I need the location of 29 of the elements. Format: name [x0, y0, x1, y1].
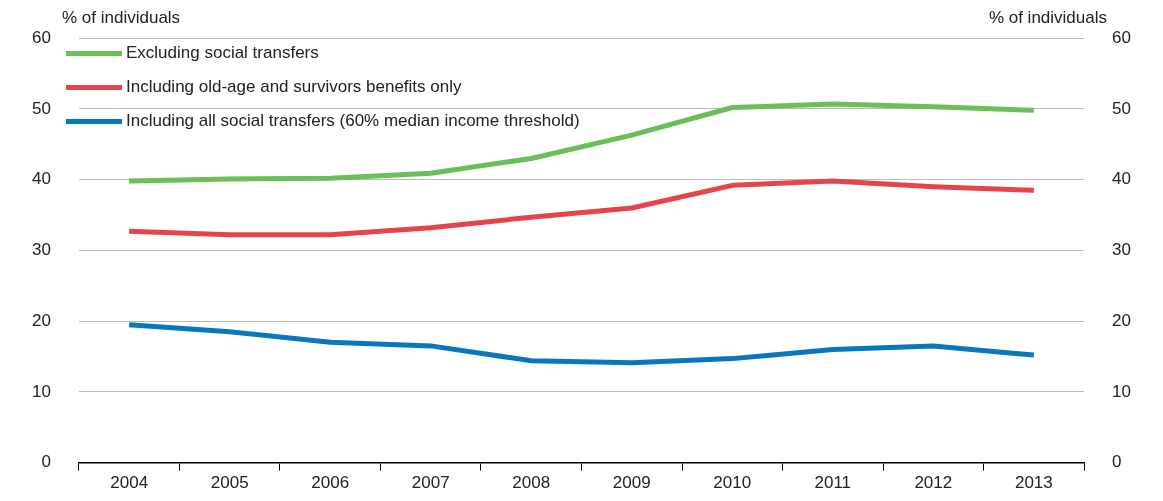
y2-tick-label: 20: [1112, 310, 1132, 330]
legend-label: Including all social transfers (60% median income threshold): [126, 111, 580, 131]
y-tick-label: 60: [31, 27, 51, 47]
y2-tick-label: 60: [1112, 27, 1132, 47]
x-tick-label: 2005: [210, 473, 249, 493]
legend-label: Excluding social transfers: [126, 43, 319, 63]
y2-tick-label: 50: [1112, 98, 1132, 118]
y2-tick-label: 10: [1112, 381, 1132, 401]
y-tick-label: 30: [31, 240, 51, 260]
x-tick-label: 2004: [110, 473, 149, 493]
x-tick-label: 2009: [612, 473, 651, 493]
x-tick-label: 2012: [914, 473, 953, 493]
x-tick-label: 2007: [411, 473, 450, 493]
x-tick-label: 2011: [814, 473, 852, 493]
y2-tick-label: 0: [1112, 452, 1122, 472]
y-tick-label: 40: [31, 169, 51, 189]
y-tick-label: 0: [41, 452, 51, 472]
x-tick-label: 2006: [311, 473, 350, 493]
x-tick-label: 2013: [1014, 473, 1053, 493]
y2-tick-label: 40: [1112, 169, 1132, 189]
x-tick-label: 2010: [713, 473, 752, 493]
y-tick-label: 50: [31, 98, 51, 118]
y2-tick-label: 30: [1112, 240, 1132, 260]
y-tick-label: 10: [31, 381, 51, 401]
legend-label: Including old-age and survivors benefits only: [126, 77, 462, 97]
y-tick-label: 20: [31, 310, 51, 330]
x-tick-label: 2008: [512, 473, 551, 493]
y2-axis-title: % of individuals: [988, 8, 1107, 28]
y-axis-title: % of individuals: [62, 8, 181, 28]
